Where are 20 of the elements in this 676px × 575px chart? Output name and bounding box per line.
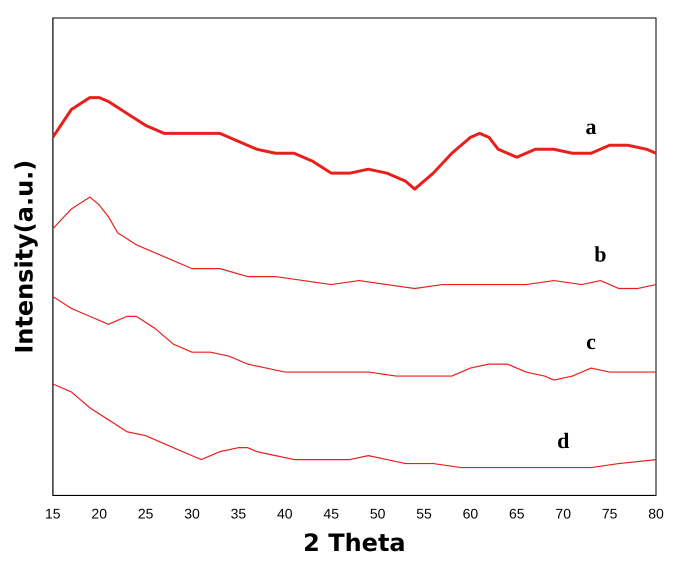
x-tick-label: 65: [509, 506, 525, 522]
x-tick-label: 35: [230, 506, 246, 522]
x-tick-label: 55: [416, 506, 432, 522]
y-axis-title: Intensity(a.u.): [10, 160, 39, 354]
x-tick-label: 45: [323, 506, 340, 522]
x-tick-label: 40: [277, 506, 293, 522]
x-tick-label: 15: [45, 506, 61, 522]
x-tick-label: 70: [555, 506, 572, 522]
series-label: b: [594, 241, 606, 266]
x-tick-label: 60: [462, 506, 478, 522]
x-tick-label: 20: [91, 506, 108, 522]
x-tick-label: 25: [138, 506, 154, 522]
x-axis-title: 2 Theta: [303, 528, 406, 557]
series-label: c: [586, 328, 596, 354]
x-tick-label: 30: [184, 506, 200, 522]
x-tick-label: 50: [370, 506, 386, 522]
x-tick-label: 80: [648, 506, 664, 522]
series-label: a: [586, 114, 597, 139]
series-label: d: [557, 428, 570, 454]
x-tick-label: 75: [602, 506, 618, 522]
